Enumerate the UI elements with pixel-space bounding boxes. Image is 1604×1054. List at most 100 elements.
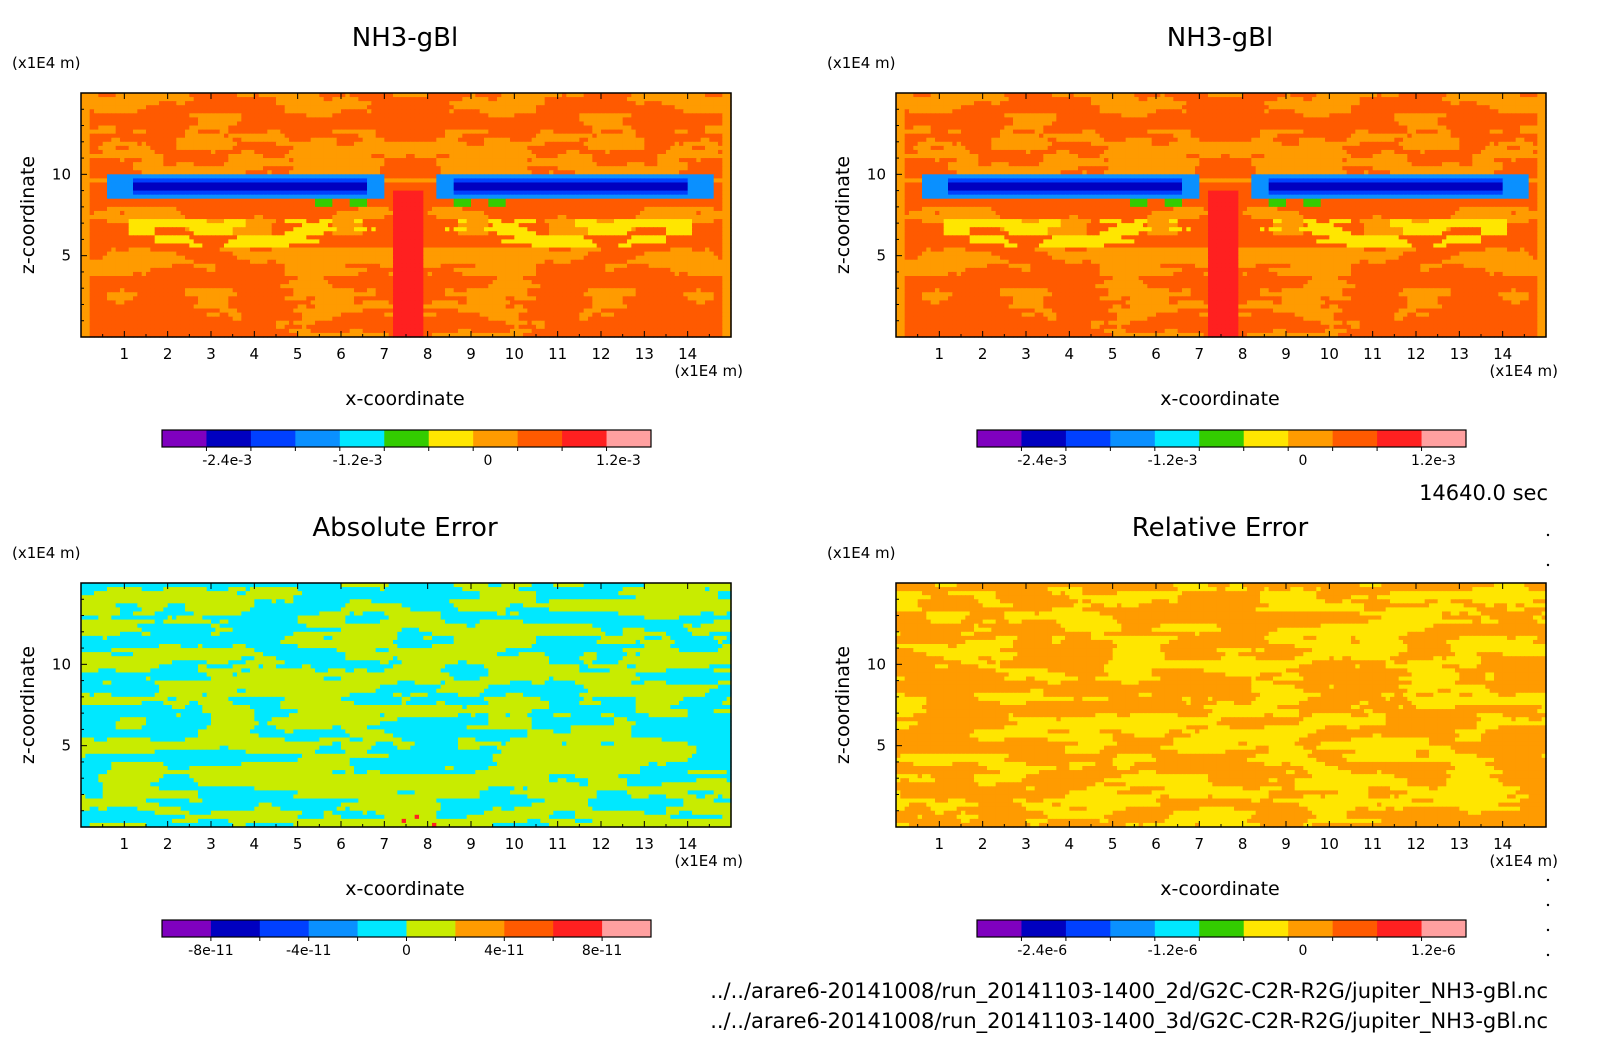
heatmap-cell [102, 170, 108, 175]
heatmap-cell [432, 113, 437, 118]
heatmap-cell [228, 194, 234, 200]
heatmap-cell [198, 170, 203, 175]
heatmap-cell [124, 162, 130, 167]
heatmap-cell [302, 194, 307, 200]
heatmap-cell [518, 125, 524, 131]
heatmap-cell [527, 101, 533, 106]
heatmap-cell [588, 223, 593, 228]
heatmap-cell [189, 137, 195, 143]
heatmap-cell [653, 93, 658, 98]
heatmap-cell [505, 141, 511, 147]
heatmap-cell [215, 149, 221, 155]
heatmap-cell [449, 170, 455, 175]
heatmap-cell [128, 215, 134, 220]
heatmap-cell [393, 215, 398, 220]
heatmap-cell [211, 101, 216, 106]
heatmap-cell [479, 117, 485, 123]
heatmap-cell [718, 162, 723, 167]
heatmap-cell [440, 117, 446, 123]
heatmap-cell [128, 133, 134, 139]
heatmap-cell [332, 190, 338, 196]
heatmap-cell [618, 182, 624, 188]
heatmap-cell [267, 182, 273, 188]
heatmap-cell [302, 117, 307, 123]
heatmap-cell [683, 162, 689, 167]
heatmap-cell [419, 133, 424, 139]
heatmap-cell [94, 190, 99, 196]
heatmap-cell [462, 186, 468, 192]
heatmap-cell [644, 162, 650, 167]
heatmap-cell [293, 113, 299, 118]
heatmap-cell [215, 141, 221, 147]
heatmap-cell [185, 137, 190, 143]
heatmap-cell [700, 117, 706, 123]
heatmap-cell [306, 186, 312, 192]
heatmap-cell [518, 129, 524, 135]
heatmap-cell [726, 145, 732, 151]
heatmap-cell [527, 186, 533, 192]
heatmap-cell [440, 109, 446, 114]
heatmap-cell [336, 182, 342, 188]
heatmap-cell [271, 117, 277, 123]
heatmap-cell [627, 223, 632, 228]
heatmap-cell [657, 162, 663, 167]
heatmap-cell [510, 202, 515, 208]
heatmap-cell [414, 162, 420, 167]
heatmap-cell [302, 170, 307, 175]
heatmap-cell [462, 149, 468, 155]
heatmap-cell [367, 198, 372, 204]
heatmap-cell [423, 166, 429, 171]
heatmap-cell [146, 210, 151, 216]
heatmap-cell [189, 190, 195, 196]
heatmap-cell [479, 97, 485, 102]
heatmap-cell [596, 166, 602, 171]
heatmap-cell [224, 145, 229, 151]
heatmap-cell [271, 121, 277, 127]
heatmap-cell [674, 133, 680, 139]
heatmap-cell [657, 121, 663, 127]
heatmap-cell [627, 178, 632, 184]
heatmap-cell [709, 154, 715, 159]
heatmap-cell [362, 182, 368, 188]
heatmap-cell [94, 227, 99, 232]
heatmap-cell [601, 125, 606, 131]
heatmap-cell [124, 158, 130, 163]
heatmap-cell [319, 210, 325, 216]
heatmap-cell [583, 145, 589, 151]
heatmap-cell [705, 149, 710, 155]
heatmap-cell [159, 141, 164, 147]
heatmap-cell [81, 174, 86, 179]
heatmap-cell [137, 97, 143, 102]
heatmap-cell [176, 149, 182, 155]
heatmap-cell [271, 133, 277, 139]
heatmap-cell [427, 215, 433, 220]
heatmap-cell [159, 97, 164, 102]
heatmap-cell [323, 97, 329, 102]
heatmap-cell [319, 129, 325, 135]
heatmap-cell [440, 198, 446, 204]
heatmap-cell [263, 174, 268, 179]
heatmap-cell [579, 105, 585, 110]
heatmap-cell [631, 141, 637, 147]
heatmap-cell [367, 129, 372, 135]
heatmap-cell [107, 149, 112, 155]
heatmap-cell [85, 149, 91, 155]
heatmap-cell [323, 170, 329, 175]
heatmap-cell [241, 178, 247, 184]
heatmap-cell [544, 223, 550, 228]
heatmap-cell [471, 186, 476, 192]
heatmap-cell [306, 129, 312, 135]
heatmap-cell [514, 137, 520, 143]
heatmap-cell [206, 174, 212, 179]
heatmap-cell [414, 178, 420, 184]
heatmap-cell [263, 210, 268, 216]
heatmap-cell [137, 93, 143, 98]
heatmap-cell [575, 198, 580, 204]
heatmap-cell [679, 210, 684, 216]
heatmap-cell [596, 210, 602, 216]
heatmap-cell [146, 113, 151, 118]
heatmap-cell [271, 186, 277, 192]
heatmap-cell [306, 93, 312, 98]
heatmap-cell [345, 133, 351, 139]
heatmap-cell [657, 202, 663, 208]
